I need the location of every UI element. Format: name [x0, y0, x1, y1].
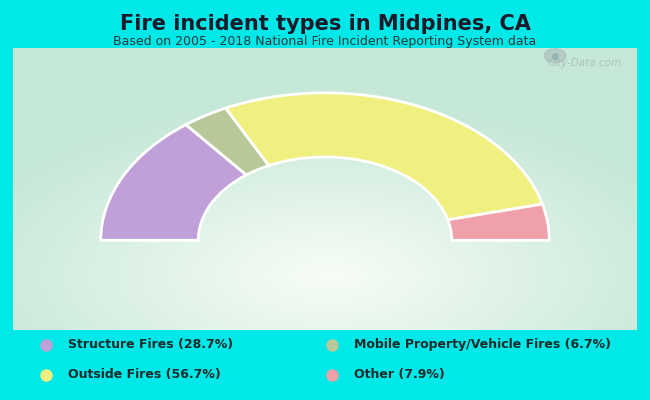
Text: Structure Fires (28.7%): Structure Fires (28.7%) — [68, 338, 233, 351]
Wedge shape — [186, 108, 269, 175]
Circle shape — [545, 49, 566, 63]
Text: Based on 2005 - 2018 National Fire Incident Reporting System data: Based on 2005 - 2018 National Fire Incid… — [113, 35, 537, 48]
Wedge shape — [226, 93, 542, 220]
Text: Outside Fires (56.7%): Outside Fires (56.7%) — [68, 368, 221, 382]
Text: City-Data.com: City-Data.com — [547, 58, 621, 68]
Text: Mobile Property/Vehicle Fires (6.7%): Mobile Property/Vehicle Fires (6.7%) — [354, 338, 611, 351]
Text: Fire incident types in Midpines, CA: Fire incident types in Midpines, CA — [120, 14, 530, 34]
Wedge shape — [448, 204, 549, 240]
Wedge shape — [101, 125, 246, 240]
Text: Other (7.9%): Other (7.9%) — [354, 368, 445, 382]
